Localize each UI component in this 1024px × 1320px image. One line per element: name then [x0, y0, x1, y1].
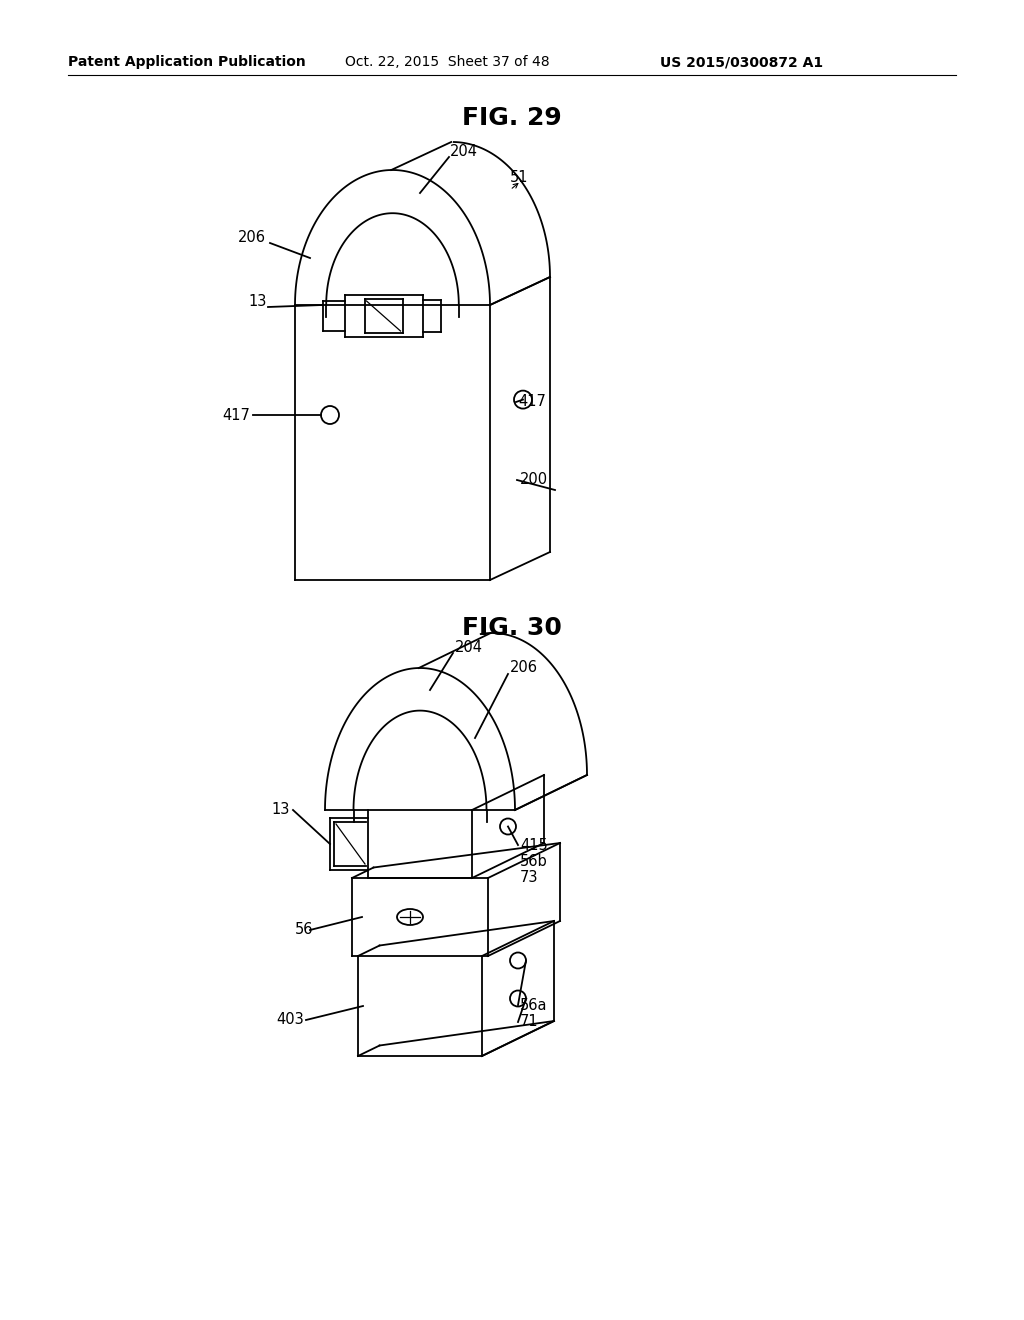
Text: 56a: 56a: [520, 998, 548, 1012]
Text: 13: 13: [248, 294, 266, 309]
Text: 415: 415: [520, 837, 548, 853]
Text: Oct. 22, 2015  Sheet 37 of 48: Oct. 22, 2015 Sheet 37 of 48: [345, 55, 550, 69]
Text: 417: 417: [518, 395, 546, 409]
Text: 51: 51: [510, 170, 528, 186]
Text: FIG. 29: FIG. 29: [462, 106, 562, 129]
Text: 403: 403: [276, 1012, 304, 1027]
Text: Patent Application Publication: Patent Application Publication: [68, 55, 306, 69]
Text: 206: 206: [510, 660, 538, 676]
Text: FIG. 30: FIG. 30: [462, 616, 562, 640]
Text: US 2015/0300872 A1: US 2015/0300872 A1: [660, 55, 823, 69]
Text: 204: 204: [455, 639, 483, 655]
Text: 206: 206: [238, 231, 266, 246]
Text: 200: 200: [520, 473, 548, 487]
Text: 56b: 56b: [520, 854, 548, 870]
Text: 73: 73: [520, 870, 539, 886]
Text: 71: 71: [520, 1015, 539, 1030]
Text: 56: 56: [295, 923, 313, 937]
Text: 417: 417: [222, 408, 250, 422]
Text: 204: 204: [450, 144, 478, 160]
Text: 13: 13: [271, 803, 290, 817]
